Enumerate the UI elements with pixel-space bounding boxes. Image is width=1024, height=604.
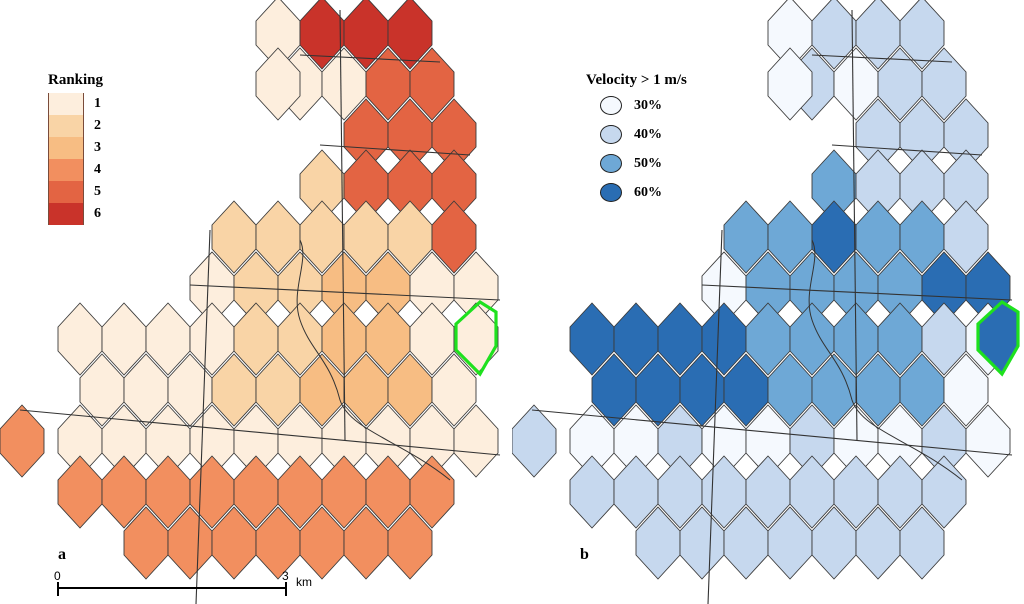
velocity-legend-item: 50% [600, 149, 687, 178]
ranking-legend-label: 6 [94, 206, 101, 221]
grid-line [531, 409, 1013, 456]
grid-line [707, 229, 723, 604]
hexagon-cell [512, 404, 557, 478]
scale-unit-label: km [296, 575, 312, 589]
ranking-swatch [48, 93, 84, 115]
ranking-legend-item: 4 [48, 159, 103, 181]
panel-letter-b: b [580, 546, 589, 563]
velocity-legend-item: 40% [600, 120, 687, 149]
grid-line [701, 284, 1013, 301]
velocity-legend-label: 40% [634, 126, 662, 142]
ranking-legend-item: 5 [48, 181, 103, 203]
hexagon-cell [431, 200, 477, 274]
ranking-swatch [48, 181, 84, 203]
velocity-legend-title: Velocity > 1 m/s [586, 72, 687, 88]
ranking-legend: Ranking 1 2 3 4 5 6 [48, 72, 103, 225]
hexagon-cell [409, 47, 455, 121]
ranking-legend-label: 4 [94, 162, 101, 177]
ranking-legend-title: Ranking [48, 72, 104, 88]
velocity-legend-item: 30% [600, 91, 687, 120]
ranking-legend-item: 2 [48, 115, 103, 137]
river-line [296, 239, 451, 481]
grid-line [319, 144, 471, 156]
hexagon-cell [569, 455, 615, 529]
ranking-map-panel: Ranking 1 2 3 4 5 6 a [0, 0, 501, 604]
ranking-swatch [48, 137, 84, 159]
velocity-swatch [600, 96, 622, 115]
grid-line [831, 144, 983, 156]
ranking-legend-item: 1 [48, 93, 103, 115]
hexagon-cell [431, 353, 477, 427]
highlighted-cell [976, 299, 1020, 377]
velocity-legend-label: 60% [634, 184, 662, 200]
hexagon-cell [409, 455, 455, 529]
hexagon-cell [899, 506, 945, 580]
hexagon-cell [0, 404, 45, 478]
hexagon-cell [965, 404, 1011, 478]
velocity-legend-label: 50% [634, 155, 662, 171]
grid-line [195, 229, 211, 604]
hexagon-cell [943, 353, 989, 427]
ranking-swatch [48, 203, 84, 225]
ranking-legend-item: 6 [48, 203, 103, 225]
velocity-map-panel: Velocity > 1 m/s 30% 40% 50% 60% b [512, 0, 1024, 604]
velocity-swatch [600, 183, 622, 202]
ranking-swatch [48, 115, 84, 137]
hexagon-cell [921, 455, 967, 529]
scale-end-label: 3 [282, 569, 289, 583]
hexagon-cell [899, 0, 945, 70]
grid-line [189, 284, 501, 301]
hexagon-cell [453, 404, 499, 478]
hexagon-cell [943, 200, 989, 274]
hexagon-cell [255, 47, 301, 121]
grid-line [19, 409, 501, 456]
river-line [808, 239, 963, 481]
grid-line [851, 9, 858, 441]
velocity-swatch [600, 154, 622, 173]
ranking-map [0, 0, 501, 604]
hexagon-cell [387, 0, 433, 70]
velocity-legend-label: 30% [634, 97, 662, 113]
ranking-swatch [48, 159, 84, 181]
hexagon-cell [57, 455, 103, 529]
hexagon-cell [387, 506, 433, 580]
ranking-legend-label: 2 [94, 118, 101, 133]
grid-line [339, 9, 346, 441]
ranking-legend-label: 1 [94, 96, 101, 111]
hexagon-cells [0, 0, 499, 580]
velocity-legend: Velocity > 1 m/s 30% 40% 50% 60% [586, 72, 687, 207]
ranking-legend-label: 5 [94, 184, 101, 199]
velocity-legend-item: 60% [600, 178, 687, 207]
velocity-map [512, 0, 1020, 604]
ranking-legend-label: 3 [94, 140, 101, 155]
hexagon-cells [512, 0, 1011, 580]
grid-line [811, 54, 953, 63]
hexagon-cell [921, 47, 967, 121]
grid-line [299, 54, 441, 63]
hexagon-cell [767, 47, 813, 121]
highlighted-cell [454, 299, 498, 377]
ranking-legend-item: 3 [48, 137, 103, 159]
velocity-swatch [600, 125, 622, 144]
scale-start-label: 0 [54, 569, 61, 583]
panel-letter-a: a [58, 546, 66, 563]
